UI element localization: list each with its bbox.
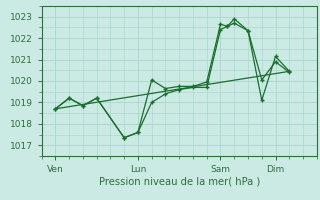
X-axis label: Pression niveau de la mer( hPa ): Pression niveau de la mer( hPa ) [99, 177, 260, 187]
